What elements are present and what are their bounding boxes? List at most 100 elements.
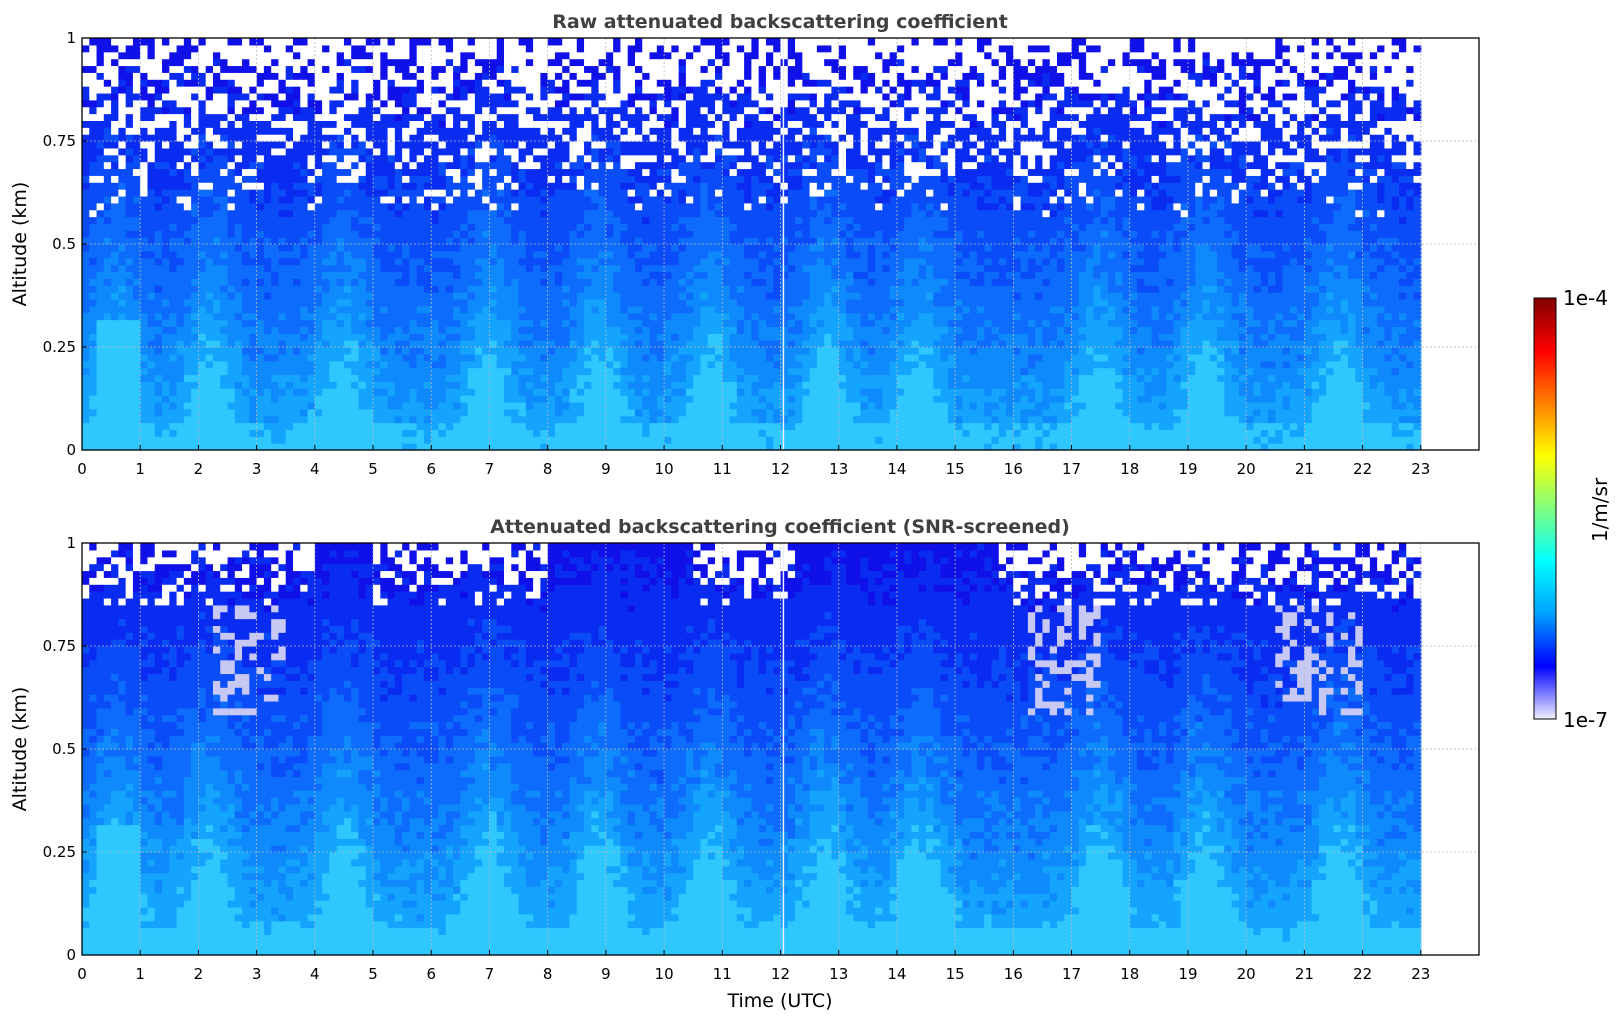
- heatmap-cell: [671, 216, 680, 224]
- heatmap-cell: [132, 168, 141, 176]
- heatmap-cell: [402, 312, 411, 321]
- heatmap-cell: [467, 209, 476, 218]
- heatmap-cell: [598, 44, 607, 53]
- heatmap-cell: [613, 395, 622, 403]
- heatmap-cell: [256, 44, 265, 53]
- heatmap-cell: [212, 230, 221, 238]
- heatmap-cell: [504, 278, 512, 286]
- heatmap-cell: [453, 216, 461, 224]
- heatmap-cell: [169, 168, 178, 176]
- heatmap-cell: [96, 285, 105, 293]
- heatmap-cell: [111, 271, 119, 279]
- heatmap-cell: [547, 195, 556, 204]
- heatmap-cell: [314, 147, 323, 156]
- heatmap-cell: [387, 161, 396, 170]
- heatmap-cell: [438, 353, 447, 362]
- heatmap-cell: [111, 367, 119, 376]
- heatmap-cell: [343, 161, 352, 170]
- heatmap-cell: [453, 92, 461, 101]
- heatmap-cell: [154, 312, 163, 321]
- heatmap-cell: [183, 72, 192, 80]
- heatmap-cell: [547, 244, 556, 252]
- heatmap-cell: [554, 120, 563, 128]
- heatmap-cell: [96, 312, 105, 321]
- heatmap-cell: [489, 79, 498, 87]
- heatmap-cell: [438, 347, 447, 355]
- heatmap-cell: [453, 298, 461, 307]
- heatmap-cell: [453, 381, 461, 389]
- heatmap-cell: [620, 429, 629, 437]
- heatmap-cell: [249, 113, 258, 121]
- heatmap-cell: [518, 292, 527, 300]
- heatmap-cell: [191, 264, 200, 273]
- heatmap-cell: [394, 58, 403, 67]
- heatmap-cell: [445, 367, 454, 376]
- heatmap-cell: [227, 298, 236, 307]
- heatmap-cell: [525, 120, 534, 128]
- heatmap-cell: [293, 395, 301, 403]
- heatmap-cell: [504, 298, 512, 307]
- heatmap-cell: [125, 271, 134, 279]
- heatmap-cell: [278, 401, 287, 410]
- heatmap-cell: [598, 209, 607, 218]
- heatmap-cell: [263, 257, 272, 266]
- heatmap-cell: [584, 292, 592, 300]
- heatmap-cell: [212, 106, 221, 115]
- heatmap-cell: [511, 278, 520, 286]
- heatmap-cell: [373, 86, 381, 94]
- heatmap-cell: [212, 381, 221, 389]
- heatmap-cell: [474, 443, 483, 451]
- heatmap-cell: [343, 312, 352, 321]
- heatmap-cell: [453, 360, 461, 369]
- heatmap-cell: [329, 189, 338, 197]
- heatmap-cell: [467, 65, 476, 73]
- heatmap-cell: [547, 415, 556, 424]
- heatmap-cell: [263, 189, 272, 197]
- heatmap-cell: [627, 237, 636, 245]
- heatmap-cell: [191, 298, 200, 307]
- heatmap-cell: [474, 333, 483, 341]
- heatmap-cell: [474, 395, 483, 403]
- heatmap-cell: [554, 319, 563, 327]
- heatmap-cell: [445, 326, 454, 334]
- heatmap-cell: [278, 189, 287, 197]
- heatmap-cell: [504, 202, 512, 211]
- heatmap-cell: [234, 161, 243, 170]
- heatmap-cell: [605, 388, 614, 396]
- heatmap-cell: [671, 360, 680, 369]
- heatmap-cell: [176, 65, 185, 73]
- heatmap-cell: [300, 195, 309, 204]
- heatmap-cell: [358, 333, 367, 341]
- heatmap-cell: [387, 257, 396, 266]
- heatmap-cell: [613, 120, 622, 128]
- heatmap-cell: [293, 161, 301, 170]
- heatmap-cell: [467, 422, 476, 430]
- heatmap-cell: [373, 278, 381, 286]
- heatmap-cell: [147, 326, 156, 334]
- heatmap-cell: [82, 72, 90, 80]
- heatmap-cell: [525, 202, 534, 211]
- heatmap-cell: [569, 209, 578, 218]
- heatmap-cell: [613, 333, 622, 341]
- heatmap-cell: [373, 99, 381, 108]
- heatmap-cell: [89, 257, 98, 266]
- heatmap-cell: [132, 367, 141, 376]
- heatmap-cell: [678, 340, 687, 348]
- heatmap-cell: [504, 79, 512, 87]
- heatmap-cell: [533, 161, 541, 170]
- heatmap-cell: [460, 86, 469, 94]
- heatmap-cell: [358, 298, 367, 307]
- heatmap-cell: [380, 175, 389, 183]
- heatmap-cell: [271, 72, 280, 80]
- heatmap-cell: [664, 189, 672, 197]
- heatmap-cell: [627, 79, 636, 87]
- heatmap-cell: [198, 147, 207, 156]
- heatmap-cell: [671, 250, 680, 259]
- heatmap-cell: [103, 353, 112, 362]
- heatmap-cell: [394, 134, 403, 142]
- heatmap-cell: [176, 305, 185, 314]
- heatmap-cell: [467, 381, 476, 389]
- heatmap-cell: [212, 99, 221, 108]
- heatmap-cell: [176, 408, 185, 417]
- heatmap-cell: [634, 298, 643, 307]
